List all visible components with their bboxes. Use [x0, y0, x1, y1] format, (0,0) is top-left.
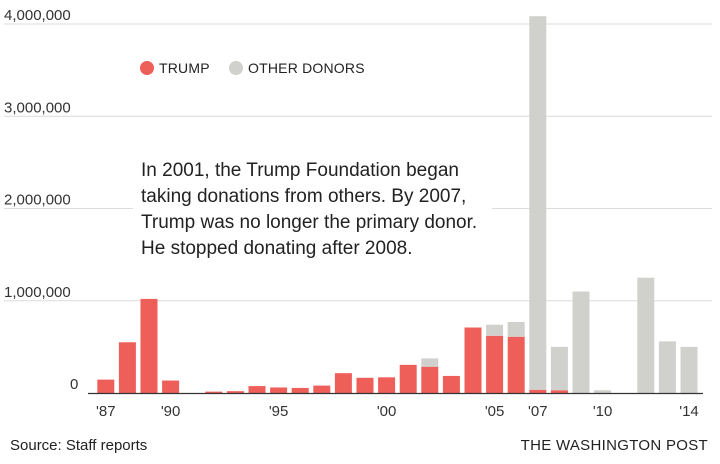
x-tick-label: '95 — [269, 403, 289, 420]
bar-trump-1996 — [291, 387, 309, 393]
legend-swatch-trump — [140, 61, 154, 75]
x-tick-label: '07 — [528, 403, 548, 420]
legend-label-trump: TRUMP — [159, 60, 210, 76]
chart-annotation: In 2001, the Trump Foundation began taki… — [133, 156, 492, 266]
bar-trump-2001 — [399, 364, 417, 393]
bar-trump-1993 — [226, 391, 244, 393]
legend-label-other-donors: OTHER DONORS — [248, 60, 365, 76]
bar-trump-1998 — [334, 373, 352, 393]
bar-other-donors-2005 — [486, 324, 504, 336]
legend-swatch-other-donors — [229, 61, 243, 75]
x-axis-labels: '87 '90 '95 '00 '05 '07 '10 '14 — [96, 403, 699, 420]
x-tick-label: '87 — [96, 403, 116, 420]
bar-other-donors-2012 — [637, 277, 655, 393]
y-axis-labels: 0 1,000,000 2,000,000 3,000,000 4,000,000 — [4, 7, 78, 393]
legend: TRUMP OTHER DONORS — [140, 60, 365, 76]
bar-trump-1997 — [313, 385, 331, 393]
bar-trump-1995 — [270, 387, 288, 393]
x-tick-label: '10 — [593, 403, 613, 420]
y-tick-label: 3,000,000 — [4, 99, 71, 116]
y-tick-label: 1,000,000 — [4, 284, 71, 301]
bar-other-donors-2002 — [421, 358, 439, 367]
bar-trump-2004 — [464, 327, 482, 393]
bar-trump-2002 — [421, 366, 439, 393]
bar-trump-1989 — [140, 298, 158, 393]
y-tick-label: 0 — [70, 376, 78, 393]
bar-other-donors-2014 — [680, 346, 698, 393]
bar-trump-2000 — [378, 377, 396, 393]
bar-other-donors-2006 — [507, 321, 525, 337]
bar-trump-2006 — [507, 336, 525, 393]
x-tick-label: '00 — [377, 403, 397, 420]
x-tick-label: '14 — [679, 403, 699, 420]
bar-trump-2008 — [550, 390, 568, 393]
bar-trump-1987 — [97, 379, 115, 393]
bar-other-donors-2007 — [529, 16, 547, 390]
bar-trump-1994 — [248, 386, 266, 393]
bar-trump-1999 — [356, 377, 374, 393]
bar-trump-2005 — [486, 335, 504, 393]
bar-trump-1990 — [162, 380, 180, 393]
y-gridlines — [4, 23, 712, 302]
y-tick-label: 2,000,000 — [4, 192, 71, 209]
source-note: Source: Staff reports — [10, 437, 148, 454]
x-tick-label: '90 — [161, 403, 181, 420]
bar-other-donors-2013 — [658, 341, 676, 393]
bar-trump-2007 — [529, 389, 547, 393]
bar-other-donors-2008 — [550, 346, 568, 391]
y-tick-label: 4,000,000 — [4, 7, 71, 24]
bar-trump-2003 — [442, 375, 460, 393]
publisher-credit: THE WASHINGTON POST — [520, 437, 708, 454]
bar-other-donors-2010 — [594, 390, 612, 393]
bar-trump-1988 — [118, 342, 136, 393]
bar-trump-1992 — [205, 391, 223, 393]
bars — [97, 16, 698, 393]
x-tick-label: '05 — [485, 403, 505, 420]
bar-other-donors-2009 — [572, 291, 590, 393]
